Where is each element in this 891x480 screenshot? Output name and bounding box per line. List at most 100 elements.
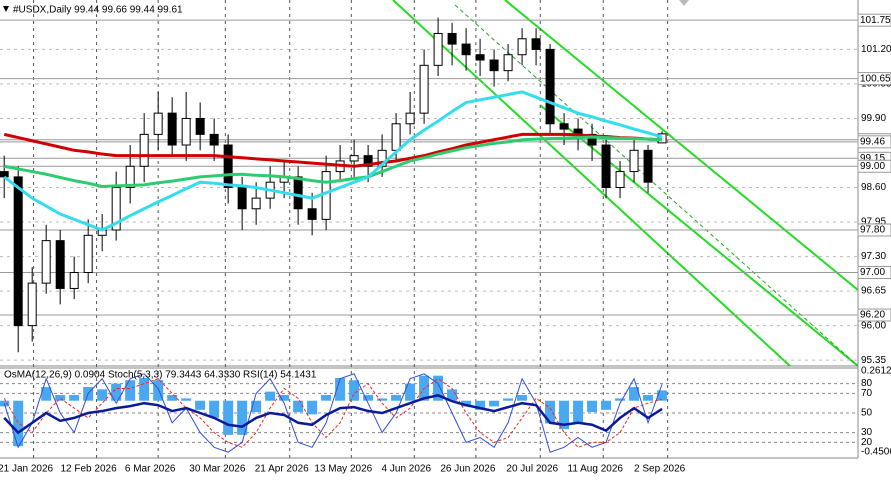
level-label: 99.46	[860, 136, 885, 147]
y2-tick-label: -0.4506	[861, 447, 891, 458]
level-label: 99.00	[860, 161, 885, 172]
candle-body	[545, 48, 555, 125]
level-label: 101.75	[860, 15, 891, 26]
x-tick-label: 13 May 2026	[314, 464, 372, 475]
osma-bar	[181, 398, 192, 401]
osma-bar	[13, 400, 24, 447]
osma-bar	[447, 389, 458, 401]
level-label: 96.20	[860, 310, 885, 321]
moving-average	[3, 132, 663, 168]
candle-body	[447, 32, 457, 45]
osma-bar	[489, 400, 500, 407]
y-tick-label: 80	[861, 378, 873, 389]
osma-bar	[517, 395, 528, 401]
osma-bar	[629, 387, 640, 401]
y2-tick-label: 0.2612	[861, 366, 891, 377]
osma-bar	[391, 395, 402, 401]
candle-body	[461, 43, 471, 56]
osma-bar	[559, 400, 570, 430]
x-tick-label: 4 Jun 2026	[382, 464, 432, 475]
osma-bar	[573, 400, 584, 424]
candle-body	[433, 32, 443, 66]
osma-bar	[405, 383, 416, 401]
osma-bar	[223, 400, 234, 435]
osma-bar	[503, 398, 514, 401]
candle-body	[349, 155, 359, 162]
channel-line	[504, 0, 859, 291]
osma-bar	[97, 389, 108, 401]
y-tick-label: 20	[861, 437, 873, 448]
candle-body	[83, 234, 93, 274]
y-tick-label: 70	[861, 388, 873, 399]
osma-bar	[377, 398, 388, 401]
osma-bar	[615, 398, 626, 401]
osma-bar	[251, 400, 262, 413]
x-tick-label: 21 Apr 2026	[255, 464, 309, 475]
candle-body	[363, 155, 373, 167]
level-label-box	[857, 159, 891, 173]
osma-bar	[125, 380, 136, 401]
x-tick-label: 21 Jan 2026	[0, 464, 54, 475]
moving-average	[3, 135, 663, 188]
osma-bar	[167, 395, 178, 401]
rsi-line	[3, 394, 663, 435]
osma-bar	[545, 400, 556, 424]
y-tick-label: 98.60	[861, 182, 886, 193]
x-tick-label: 6 Mar 2026	[125, 464, 176, 475]
osma-bar	[279, 395, 290, 401]
osma-bar	[195, 400, 206, 410]
osma-bar	[349, 380, 360, 401]
level-label-box	[857, 72, 891, 86]
y-tick-label: 99.90	[861, 113, 886, 124]
x-tick-label: 2 Sep 2026	[634, 464, 686, 475]
y-tick-label: 101.20	[861, 44, 891, 55]
level-label-box	[857, 308, 891, 322]
osma-bar	[139, 377, 150, 401]
osma-bar	[363, 395, 374, 401]
x-tick-label: 26 Jun 2026	[440, 464, 495, 475]
osma-bar	[657, 390, 668, 401]
candle-body	[69, 272, 79, 289]
candle-body	[223, 144, 233, 189]
candle-body	[615, 171, 625, 189]
moving-average	[3, 90, 663, 232]
level-label-box	[857, 223, 891, 237]
x-tick-label: 30 Mar 2026	[189, 464, 246, 475]
candle-body	[209, 133, 219, 146]
osma-bar	[461, 400, 472, 407]
candle-body	[391, 123, 401, 151]
osma-bar	[69, 395, 80, 401]
candle-body	[531, 38, 541, 50]
level-label: 99.15	[860, 153, 885, 164]
candle-body	[181, 117, 191, 146]
candle-body	[475, 54, 485, 61]
level-label: 100.65	[860, 73, 891, 84]
candle-body	[419, 64, 429, 114]
stoch-line	[3, 378, 663, 448]
osma-bar	[293, 400, 304, 413]
candle-body	[13, 176, 23, 327]
osma-bar	[237, 400, 248, 435]
symbol-icon	[3, 6, 9, 12]
osma-bar	[307, 400, 318, 415]
candle-body	[251, 197, 261, 210]
indicator-title: OsMA(12,26,9) 0.0904 Stoch(5,3,3) 79.344…	[4, 370, 317, 381]
osma-bar	[41, 387, 52, 401]
candle-body	[307, 208, 317, 220]
osma-bar	[475, 400, 486, 410]
candle-body	[489, 59, 499, 72]
candle-body	[643, 149, 653, 183]
level-label-box	[857, 266, 891, 280]
candle-body	[629, 149, 639, 173]
candle-body	[27, 282, 37, 327]
level-label-box	[857, 13, 891, 27]
osma-bar	[587, 400, 598, 413]
y-tick-label: 96.65	[861, 286, 886, 297]
candle-body	[195, 117, 205, 135]
level-label: 97.80	[860, 225, 885, 236]
candle-body	[405, 112, 415, 125]
candle-body	[111, 187, 121, 231]
y-tick-label: 95.35	[861, 355, 886, 366]
